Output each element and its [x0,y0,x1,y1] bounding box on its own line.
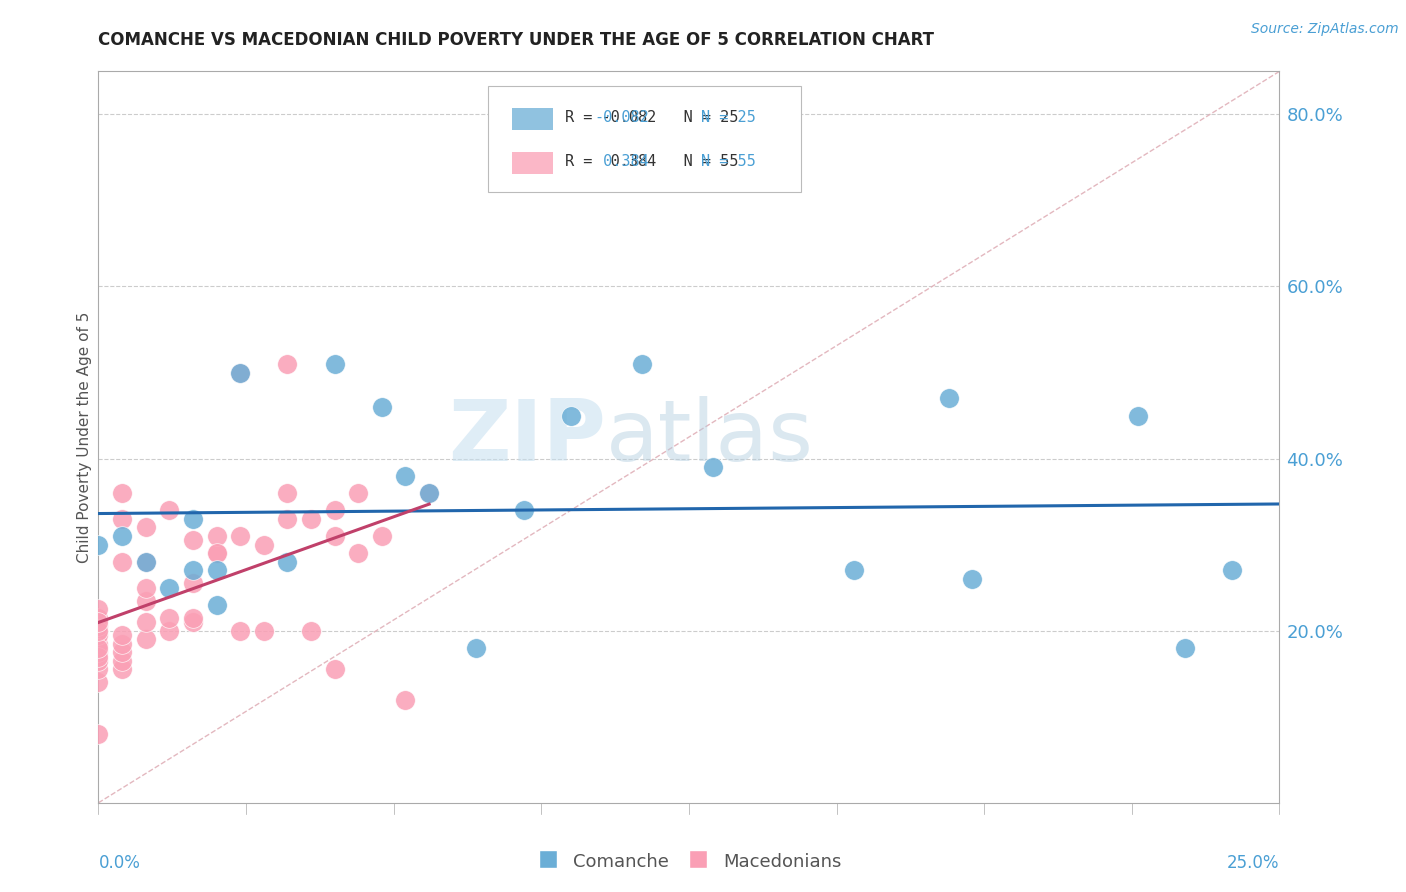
Bar [512,152,553,174]
Point [229,529,252,543]
Point [181,533,204,548]
Point [394,468,416,483]
Point [205,546,228,560]
Point [418,486,440,500]
Point [87,624,110,638]
Point [276,512,298,526]
Point [205,598,228,612]
Point [323,662,346,676]
Point [111,637,134,651]
Point [347,486,370,500]
Text: 0.0%: 0.0% [98,854,141,872]
Point [87,675,110,690]
Point [111,512,134,526]
Point [229,366,252,380]
Point [181,611,204,625]
Point [157,503,180,517]
Text: Source: ZipAtlas.com: Source: ZipAtlas.com [1251,22,1399,37]
Point [87,654,110,668]
Point [135,581,157,595]
Point [87,615,110,629]
Text: N = 55: N = 55 [700,153,755,169]
Point [253,538,276,552]
Point [181,512,204,526]
Point [181,576,204,591]
Point [135,615,157,629]
Point [135,632,157,647]
Point [205,529,228,543]
Point [111,529,134,543]
Point [205,564,228,578]
Point [702,460,724,475]
Point [276,555,298,569]
Point [394,692,416,706]
Point [1174,640,1197,655]
Point [347,546,370,560]
Point [111,662,134,676]
Point [299,512,322,526]
Point [1220,564,1243,578]
Point [87,619,110,633]
Point [135,593,157,607]
Point [205,546,228,560]
Point [323,503,346,517]
Text: R =  0.384   N = 55: R = 0.384 N = 55 [565,153,738,169]
Point [87,649,110,664]
Point [253,624,276,638]
Text: 25.0%: 25.0% [1227,854,1279,872]
Point [87,628,110,642]
Point [135,520,157,534]
Point [87,640,110,655]
Point [630,357,652,371]
Point [276,486,298,500]
Point [111,486,134,500]
Point [111,555,134,569]
Point [371,529,394,543]
Point [962,572,984,586]
Text: atlas: atlas [606,395,814,479]
Point [87,645,110,659]
Point [87,727,110,741]
Point [157,581,180,595]
Point [560,409,582,423]
Point [181,564,204,578]
Point [87,637,110,651]
Point [323,529,346,543]
Point [299,624,322,638]
Text: 0.384: 0.384 [595,153,650,169]
Point [157,611,180,625]
Point [181,615,204,629]
Point [87,611,110,625]
Point [229,366,252,380]
Point [87,662,110,676]
Point [371,400,394,414]
Point [111,654,134,668]
Point [938,392,960,406]
Text: COMANCHE VS MACEDONIAN CHILD POVERTY UNDER THE AGE OF 5 CORRELATION CHART: COMANCHE VS MACEDONIAN CHILD POVERTY UND… [98,31,935,49]
Point [512,503,534,517]
Point [87,538,110,552]
Point [276,357,298,371]
Point [323,357,346,371]
Point [135,555,157,569]
Text: -0.082: -0.082 [595,110,650,125]
Point [229,624,252,638]
Text: N = 25: N = 25 [700,110,755,125]
Point [844,564,866,578]
Legend: Comanche, Macedonians: Comanche, Macedonians [530,844,848,878]
Point [465,640,488,655]
Text: R = -0.082   N = 25: R = -0.082 N = 25 [565,110,738,125]
Point [418,486,440,500]
Bar [512,108,553,130]
FancyBboxPatch shape [488,86,801,192]
Y-axis label: Child Poverty Under the Age of 5: Child Poverty Under the Age of 5 [77,311,91,563]
Point [111,628,134,642]
Point [87,602,110,616]
Point [1126,409,1149,423]
Point [111,645,134,659]
Point [135,555,157,569]
Point [157,624,180,638]
Text: ZIP: ZIP [449,395,606,479]
